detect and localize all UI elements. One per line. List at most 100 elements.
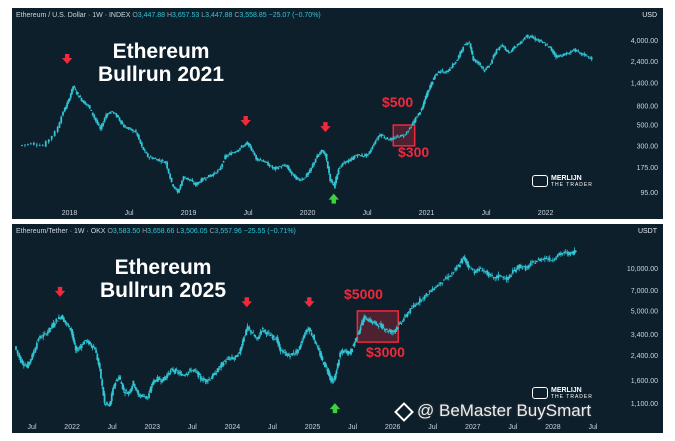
x-tick-label: 2021 [419,210,435,217]
candle [290,353,293,355]
candle [90,344,93,347]
candle [158,378,161,380]
candle [386,137,389,140]
candle [262,160,265,162]
up-arrow-icon [329,403,341,414]
candle [15,346,17,350]
candle [176,371,179,373]
candle [502,277,505,278]
candle [28,361,31,364]
candle [338,359,340,366]
candle [188,369,191,371]
candle [151,382,154,385]
candle [157,159,160,161]
candle [547,258,549,260]
candle [383,136,386,139]
candle [301,340,303,344]
candle [580,52,583,55]
candle [524,266,527,271]
candle [313,334,315,341]
candle [429,85,432,90]
candle [222,363,225,366]
candle [197,371,200,377]
candle [310,167,313,171]
candle [24,365,27,367]
candle [130,128,133,131]
candle [108,113,111,115]
candle [154,379,156,382]
candle [198,373,201,376]
candle [414,117,417,122]
low-label: L [176,228,181,235]
price-chart-2025[interactable]: 1,100.00 1,600.00 2,400.00 3,400.00 5,000.00… [12,224,663,433]
candle [287,166,290,170]
candle [529,35,532,38]
price-chart-2021[interactable]: 95.00 175.00 300.00 500.00 800.00 1,400.00 2,4… [12,8,663,219]
candle [65,106,67,110]
candle [64,320,67,323]
candle [127,392,130,394]
candle [41,145,44,147]
candle [326,369,329,372]
candle [488,65,490,68]
candle [316,155,318,159]
candle [95,349,98,354]
candle [100,124,103,130]
candle [491,59,493,64]
candle [402,318,405,321]
candle [21,145,23,146]
candle [321,357,324,361]
candle [237,354,239,357]
candle [213,172,216,174]
candle [292,173,295,175]
candle [439,71,442,73]
candle [547,46,550,48]
symbol-label: Ethereum / U.S. Dollar · 1W · INDEX [16,12,131,19]
candle [316,346,319,348]
candle [511,47,514,51]
candle [265,161,268,163]
candle [540,40,543,42]
candle [270,334,273,336]
candle [431,81,434,85]
candle [227,155,230,157]
candle [108,404,111,406]
candle [197,182,200,184]
candle [503,278,506,280]
candle [532,37,535,39]
candle [148,157,151,159]
candle [185,177,188,179]
candle [237,149,240,152]
candle [560,252,562,256]
candle [371,321,374,324]
candle [243,337,245,342]
candle [27,144,29,145]
candle [375,322,378,324]
candle [182,176,185,181]
up-arrow-icon [328,193,339,204]
candle [121,383,124,389]
candle [245,329,248,333]
candle [299,179,302,181]
candle [311,164,314,168]
candle [552,49,554,53]
candle [336,174,339,179]
candle [256,158,259,161]
candle [302,337,305,340]
candle [414,304,416,307]
candle [466,261,469,265]
candle [263,330,265,332]
candle [233,152,235,154]
candle [286,354,289,356]
candle [480,65,483,68]
candle [494,277,497,279]
merlijn-logo-icon [532,175,548,187]
candle [473,271,476,274]
candle [103,393,106,403]
candle [311,335,314,337]
candle [258,335,261,339]
candle [498,46,501,50]
candle [434,75,436,79]
candle [161,379,164,383]
symbol-label: Ethereum/Tether · 1W · OKX [16,228,106,235]
